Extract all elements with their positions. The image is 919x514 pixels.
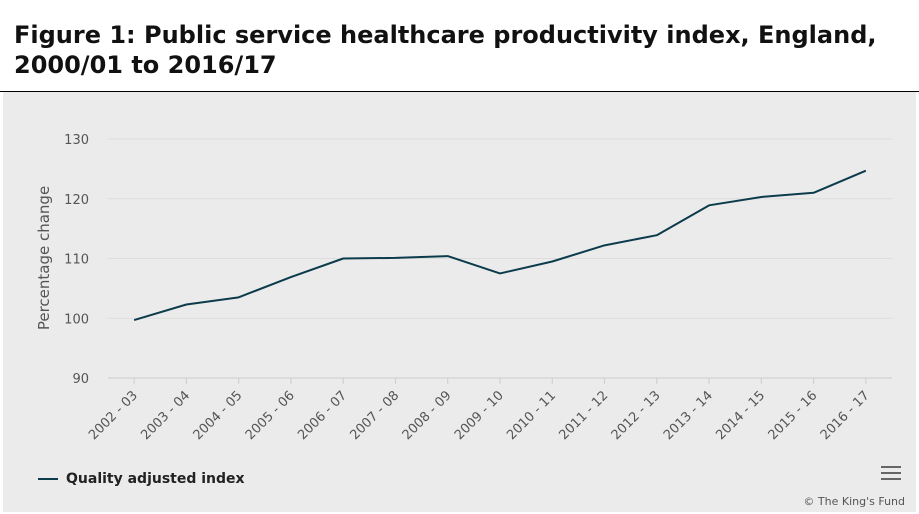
x-tick-label: 2006 - 07 — [295, 388, 350, 443]
y-tick-label: 120 — [64, 193, 89, 208]
data-point[interactable] — [703, 199, 715, 211]
x-tick-label: 2016 - 17 — [818, 388, 873, 443]
x-tick-label: 2012 - 13 — [609, 388, 664, 443]
y-axis-ticks: 90 100 110 120 130 — [64, 133, 89, 387]
data-point[interactable] — [860, 165, 872, 177]
data-point[interactable] — [651, 229, 663, 241]
y-tick-label: 110 — [64, 253, 89, 268]
x-tick-label: 2014 - 15 — [713, 388, 768, 443]
y-tick-label: 130 — [64, 133, 89, 148]
data-point[interactable] — [233, 291, 245, 303]
x-tick-label: 2002 - 03 — [86, 388, 141, 443]
x-tick-label: 2007 - 08 — [347, 388, 402, 443]
hamburger-menu-icon[interactable] — [881, 466, 901, 482]
x-tick-label: 2013 - 14 — [661, 388, 716, 443]
x-tick-label: 2008 - 09 — [400, 388, 455, 443]
series-layer — [128, 165, 872, 326]
page-title: Figure 1: Public service healthcare prod… — [14, 21, 877, 79]
data-point[interactable] — [442, 250, 454, 262]
legend-label: Quality adjusted index — [66, 471, 245, 487]
series-line[interactable] — [133, 169, 867, 322]
x-tick-label: 2005 - 06 — [243, 388, 298, 443]
y-tick-label: 90 — [72, 372, 89, 387]
legend-swatch — [38, 478, 58, 480]
x-tick-label: 2011 - 12 — [556, 388, 611, 443]
legend-item[interactable]: Quality adjusted index — [38, 471, 245, 487]
gridlines — [108, 138, 892, 379]
data-point[interactable] — [389, 252, 401, 264]
x-tick-label: 2010 - 11 — [504, 388, 559, 443]
y-axis-label: Percentage change — [35, 186, 53, 330]
x-tick-label: 2015 - 16 — [766, 388, 821, 443]
data-point[interactable] — [755, 191, 767, 203]
data-point[interactable] — [128, 314, 140, 326]
data-point[interactable] — [808, 187, 820, 199]
credit-text: © The King's Fund — [803, 495, 905, 508]
x-tick-label: 2003 - 04 — [138, 388, 193, 443]
data-point[interactable] — [337, 253, 349, 265]
x-tick-label: 2004 - 05 — [191, 388, 246, 443]
data-point[interactable] — [494, 267, 506, 279]
data-point[interactable] — [285, 271, 297, 283]
data-point[interactable] — [546, 255, 558, 267]
data-point[interactable] — [180, 299, 192, 311]
title-divider — [0, 91, 919, 92]
y-tick-label: 100 — [64, 312, 89, 327]
chart-panel — [3, 92, 916, 512]
data-point[interactable] — [599, 239, 611, 251]
x-tick-label: 2009 - 10 — [452, 388, 507, 443]
